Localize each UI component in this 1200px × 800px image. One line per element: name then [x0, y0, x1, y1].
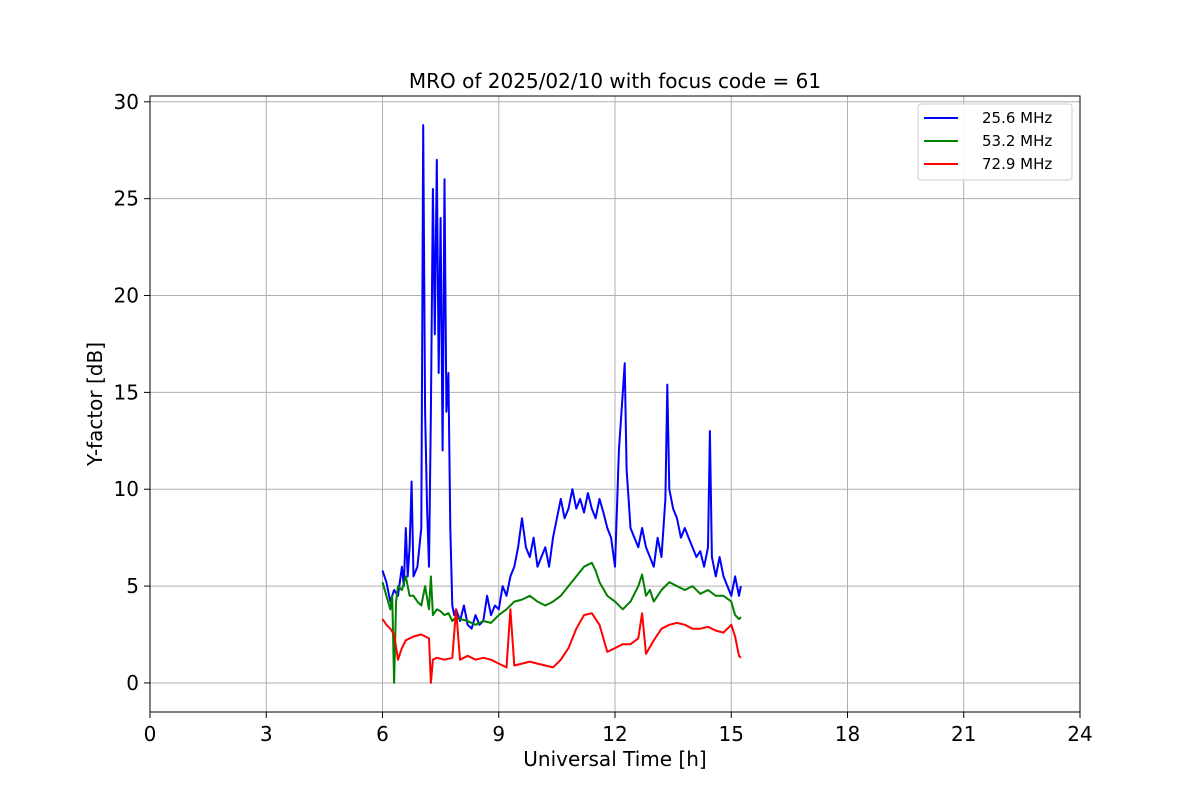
x-tick-label: 0	[144, 722, 157, 746]
x-tick-label: 15	[719, 722, 744, 746]
legend: 25.6 MHz 53.2 MHz 72.9 MHz	[917, 103, 1073, 181]
legend-items: 25.6 MHz 53.2 MHz 72.9 MHz	[924, 109, 1052, 173]
y-tick-label: 15	[114, 380, 139, 404]
x-tick-label: 18	[835, 722, 860, 746]
y-tick-label: 10	[114, 477, 139, 501]
ticks-layer: 0 3 6 9 12 15 18 21 24 0 5 10 15 20 25 30	[114, 90, 1093, 746]
grid-layer	[149, 96, 1081, 712]
y-tick-label: 25	[114, 187, 139, 211]
x-axis-label: Universal Time [h]	[523, 747, 706, 771]
legend-entry: 25.6 MHz	[982, 109, 1052, 127]
x-tick-label: 21	[951, 722, 976, 746]
legend-entry: 72.9 MHz	[982, 155, 1052, 173]
y-tick-label: 5	[126, 574, 139, 598]
y-tick-label: 20	[114, 284, 139, 308]
y-axis-label: Y-factor [dB]	[83, 342, 107, 467]
x-tick-label: 9	[492, 722, 505, 746]
series-line-53-2-mhz	[381, 561, 742, 684]
series-layer	[381, 124, 742, 684]
x-tick-label: 6	[376, 722, 389, 746]
y-tick-label: 30	[114, 90, 139, 114]
series-line-72-9-mhz	[381, 608, 742, 684]
series-line-25-6-mhz	[381, 124, 742, 630]
chart-title: MRO of 2025/02/10 with focus code = 61	[409, 69, 821, 93]
legend-entry: 53.2 MHz	[982, 132, 1052, 150]
x-tick-label: 3	[260, 722, 273, 746]
legend-box	[917, 103, 1073, 181]
x-tick-label: 12	[602, 722, 627, 746]
y-tick-label: 0	[126, 671, 139, 695]
x-tick-label: 24	[1067, 722, 1092, 746]
